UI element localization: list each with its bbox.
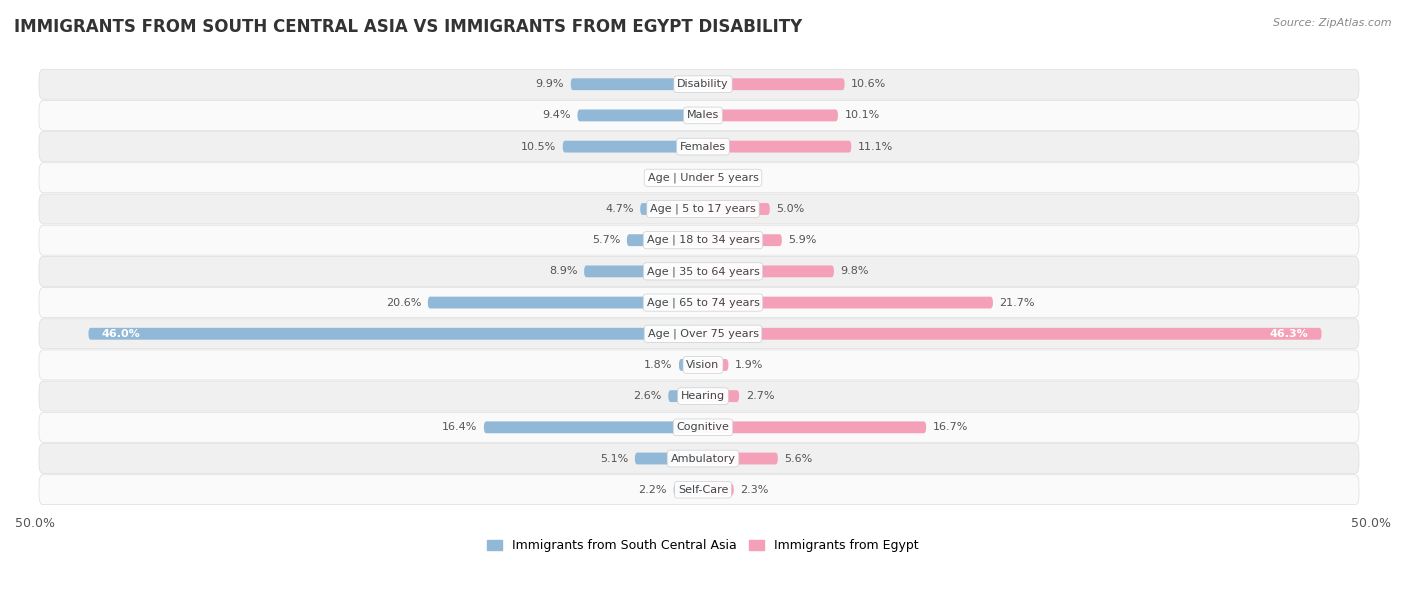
Text: 1.0%: 1.0% [655,173,683,183]
FancyBboxPatch shape [673,483,703,496]
FancyBboxPatch shape [427,297,703,308]
Text: Males: Males [688,110,718,121]
Text: 5.9%: 5.9% [789,235,817,245]
FancyBboxPatch shape [703,234,782,246]
FancyBboxPatch shape [703,266,834,277]
Text: Age | 5 to 17 years: Age | 5 to 17 years [650,204,756,214]
FancyBboxPatch shape [627,234,703,246]
FancyBboxPatch shape [39,350,1360,380]
Text: 46.3%: 46.3% [1270,329,1308,339]
Text: 1.8%: 1.8% [644,360,672,370]
FancyBboxPatch shape [703,328,1322,340]
Text: 2.6%: 2.6% [633,391,662,401]
Text: 2.2%: 2.2% [638,485,666,494]
Text: 20.6%: 20.6% [385,297,422,308]
Text: Age | Under 5 years: Age | Under 5 years [648,173,758,183]
Text: 9.9%: 9.9% [536,79,564,89]
Text: 10.1%: 10.1% [845,110,880,121]
Text: Age | 18 to 34 years: Age | 18 to 34 years [647,235,759,245]
Text: Ambulatory: Ambulatory [671,453,735,463]
FancyBboxPatch shape [39,475,1360,505]
FancyBboxPatch shape [39,319,1360,349]
Text: 5.7%: 5.7% [592,235,620,245]
Text: 8.9%: 8.9% [548,266,578,277]
FancyBboxPatch shape [668,390,703,402]
Text: 16.4%: 16.4% [441,422,477,432]
Text: 10.6%: 10.6% [851,79,887,89]
FancyBboxPatch shape [703,359,728,371]
Text: 1.9%: 1.9% [735,360,763,370]
FancyBboxPatch shape [703,297,993,308]
Text: Age | 65 to 74 years: Age | 65 to 74 years [647,297,759,308]
Text: 1.1%: 1.1% [724,173,752,183]
FancyBboxPatch shape [571,78,703,90]
Text: Age | 35 to 64 years: Age | 35 to 64 years [647,266,759,277]
FancyBboxPatch shape [583,266,703,277]
Text: Source: ZipAtlas.com: Source: ZipAtlas.com [1274,18,1392,28]
Text: 21.7%: 21.7% [1000,297,1035,308]
Text: Self-Care: Self-Care [678,485,728,494]
Text: 5.6%: 5.6% [785,453,813,463]
Text: IMMIGRANTS FROM SOUTH CENTRAL ASIA VS IMMIGRANTS FROM EGYPT DISABILITY: IMMIGRANTS FROM SOUTH CENTRAL ASIA VS IM… [14,18,803,36]
FancyBboxPatch shape [703,110,838,121]
Text: Cognitive: Cognitive [676,422,730,432]
FancyBboxPatch shape [39,381,1360,411]
FancyBboxPatch shape [562,141,703,152]
FancyBboxPatch shape [689,172,703,184]
FancyBboxPatch shape [703,203,770,215]
Text: 4.7%: 4.7% [605,204,634,214]
Legend: Immigrants from South Central Asia, Immigrants from Egypt: Immigrants from South Central Asia, Immi… [482,534,924,558]
FancyBboxPatch shape [703,390,740,402]
FancyBboxPatch shape [39,132,1360,162]
FancyBboxPatch shape [640,203,703,215]
Text: Females: Females [681,141,725,152]
Text: Vision: Vision [686,360,720,370]
Text: 9.4%: 9.4% [543,110,571,121]
Text: 9.8%: 9.8% [841,266,869,277]
Text: 5.1%: 5.1% [600,453,628,463]
Text: 11.1%: 11.1% [858,141,893,152]
FancyBboxPatch shape [679,359,703,371]
Text: 16.7%: 16.7% [932,422,969,432]
Text: 5.0%: 5.0% [776,204,804,214]
FancyBboxPatch shape [39,256,1360,286]
FancyBboxPatch shape [703,78,845,90]
FancyBboxPatch shape [636,453,703,465]
FancyBboxPatch shape [39,412,1360,442]
FancyBboxPatch shape [703,141,851,152]
FancyBboxPatch shape [484,422,703,433]
Text: 46.0%: 46.0% [101,329,141,339]
FancyBboxPatch shape [703,172,717,184]
FancyBboxPatch shape [39,163,1360,193]
FancyBboxPatch shape [89,328,703,340]
FancyBboxPatch shape [39,288,1360,318]
Text: Disability: Disability [678,79,728,89]
FancyBboxPatch shape [703,483,734,496]
Text: 2.7%: 2.7% [745,391,775,401]
FancyBboxPatch shape [703,422,927,433]
FancyBboxPatch shape [703,453,778,465]
FancyBboxPatch shape [39,194,1360,224]
FancyBboxPatch shape [39,225,1360,255]
FancyBboxPatch shape [39,444,1360,474]
FancyBboxPatch shape [39,69,1360,99]
Text: Age | Over 75 years: Age | Over 75 years [648,329,758,339]
Text: 10.5%: 10.5% [520,141,555,152]
Text: Hearing: Hearing [681,391,725,401]
FancyBboxPatch shape [578,110,703,121]
Text: 2.3%: 2.3% [741,485,769,494]
FancyBboxPatch shape [39,100,1360,130]
